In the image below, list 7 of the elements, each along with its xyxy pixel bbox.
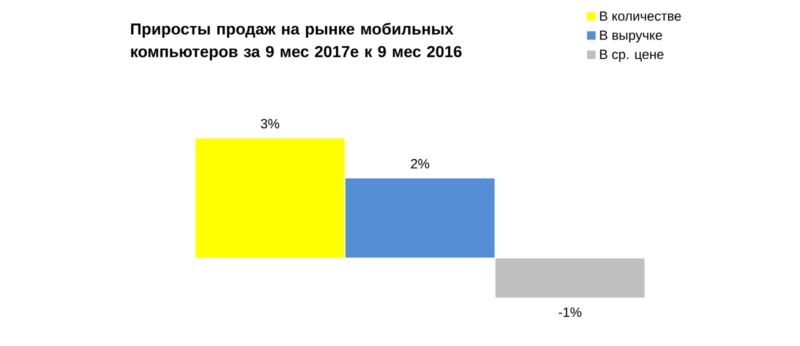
legend-label: В выручке [600,30,662,43]
legend-label: В ср. цене [600,50,664,62]
data-label: -1% [558,308,582,317]
data-label: 2% [411,159,430,168]
data-label: 3% [260,118,280,128]
chart-title: Приросты продаж на рынке мобильных компьютеров за 9 мес 2017е к 9 мес 2016 [131,22,462,60]
legend-label: В количестве [600,11,681,21]
